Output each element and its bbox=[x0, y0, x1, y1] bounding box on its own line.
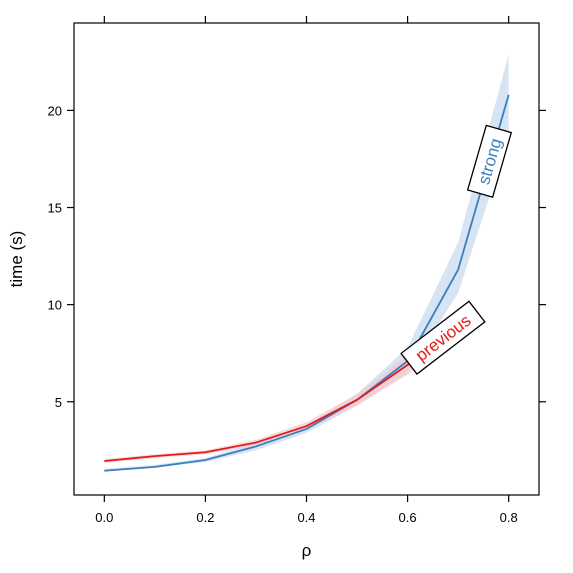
strong-label-box bbox=[466, 124, 513, 198]
y-tick-label: 20 bbox=[48, 103, 62, 118]
x-tick-label: 0.2 bbox=[196, 510, 214, 525]
x-tick-label: 0.8 bbox=[500, 510, 518, 525]
axis-tick-labels: 0.0 0.2 0.4 0.6 0.8 5 10 15 20 bbox=[48, 103, 518, 525]
x-tick-label: 0.4 bbox=[297, 510, 315, 525]
previous-label-box bbox=[400, 300, 486, 375]
series-lines bbox=[104, 94, 510, 472]
y-tick-label: 15 bbox=[48, 201, 62, 216]
confidence-bands bbox=[104, 54, 509, 472]
x-tick-label: 0.0 bbox=[95, 510, 113, 525]
y-axis-title: time (s) bbox=[7, 231, 26, 288]
x-tick-label: 0.6 bbox=[399, 510, 417, 525]
axis-ticks bbox=[67, 16, 546, 502]
y-tick-label: 5 bbox=[55, 395, 62, 410]
x-axis-title: ρ bbox=[302, 541, 312, 560]
strong-confidence-band bbox=[104, 54, 509, 472]
strong-line bbox=[104, 94, 510, 472]
y-tick-label: 10 bbox=[48, 298, 62, 313]
strong-label: strong bbox=[466, 124, 513, 198]
previous-line bbox=[104, 325, 459, 462]
